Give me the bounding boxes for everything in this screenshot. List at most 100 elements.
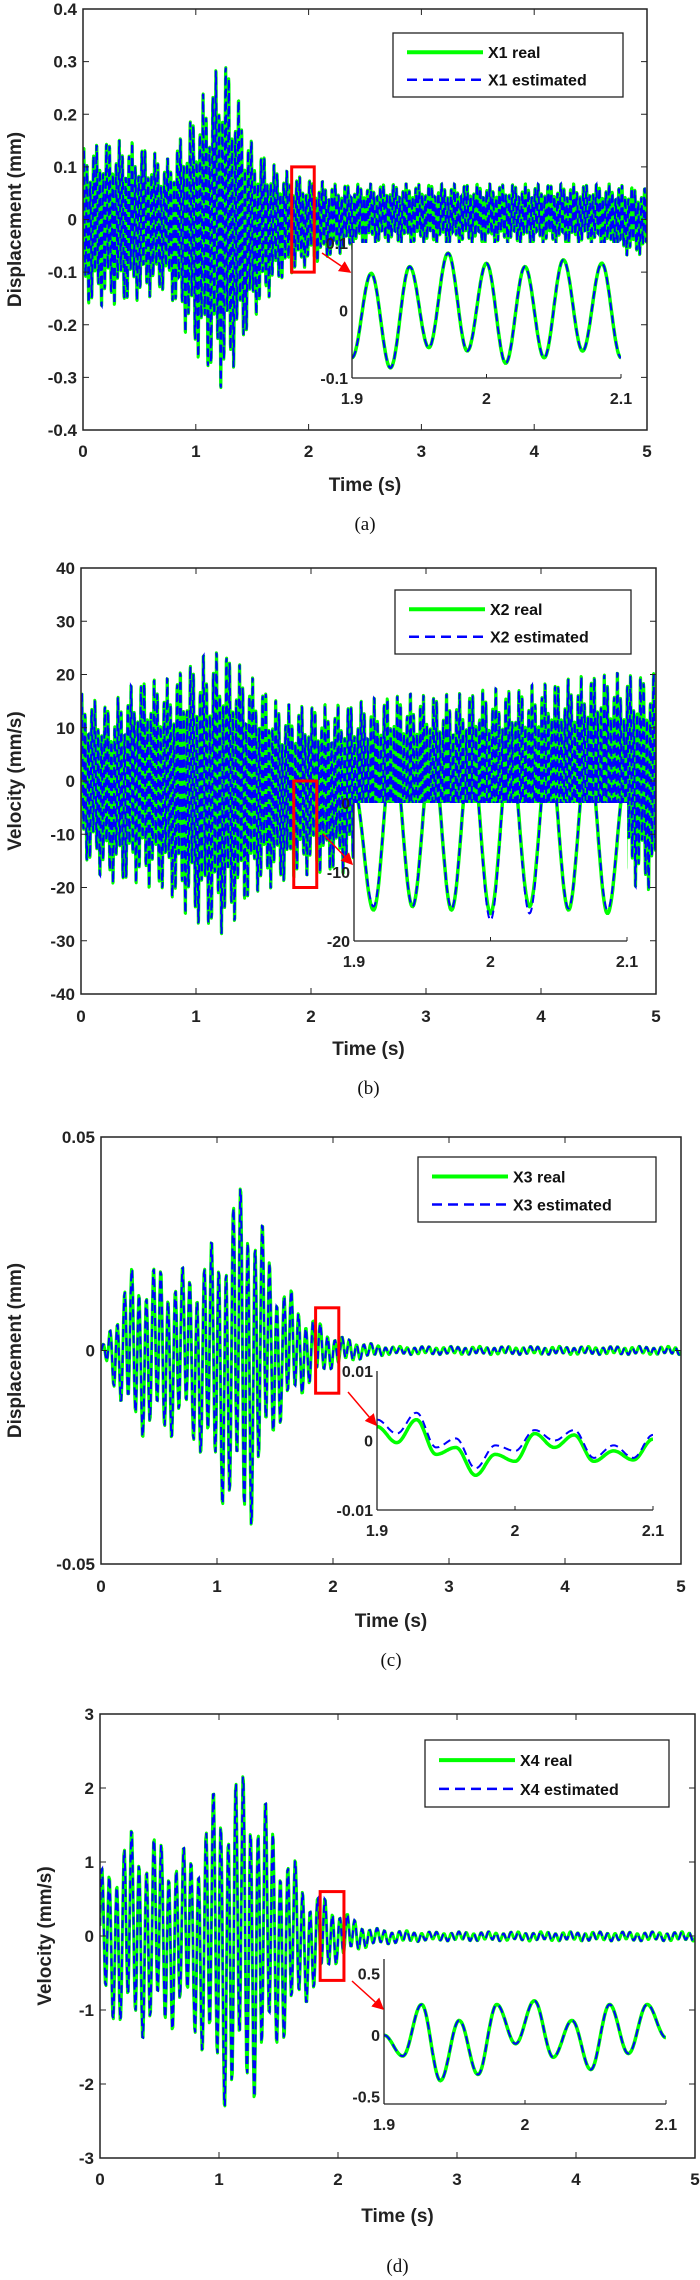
inset-x-tick-label: 2	[486, 954, 495, 971]
zoom-region-box	[290, 165, 316, 274]
x-tick-label: 2	[328, 1577, 337, 1596]
x-tick-label: 4	[529, 442, 539, 461]
x-tick-label: 1	[212, 1577, 221, 1596]
inset-series-group	[377, 1411, 653, 1477]
zoom-region-box	[318, 1890, 346, 1982]
x-tick-label: 5	[676, 1577, 685, 1596]
legend-label: X1 estimated	[488, 73, 587, 90]
legend-box	[424, 1739, 670, 1808]
x-axis-label: Time (s)	[332, 1039, 405, 1060]
legend-label: X1 real	[488, 45, 540, 62]
legend-label: X4 estimated	[520, 1782, 619, 1799]
inset-y-tick-label: 0.01	[342, 1364, 373, 1381]
x-tick-label: 2	[306, 1007, 315, 1026]
x-tick-label: 4	[536, 1007, 546, 1026]
y-tick-label: -20	[50, 879, 75, 898]
x-tick-label: 5	[642, 442, 651, 461]
y-tick-label: 30	[56, 612, 75, 631]
y-tick-label: 0	[86, 1342, 95, 1361]
inset-y-tick-label: -10	[327, 865, 350, 882]
series-group	[101, 1187, 681, 1526]
inset-x-tick-label: 2.1	[642, 1523, 664, 1540]
inset-x-tick-label: 1.9	[341, 391, 363, 408]
series-group	[83, 66, 647, 390]
x-tick-label: 1	[191, 442, 200, 461]
panel-a: 0 1 2 3 4 5 -0.4 -0.3 -0.2 -0.1 0 0.1 0.2 0.3 0.4 Time …	[5, 0, 652, 535]
series-group	[100, 1775, 695, 2108]
inset-plot: 1.9 2 2.1 -0.01 0 0.01	[337, 1364, 665, 1540]
inset-y-tick-label: 0	[341, 796, 350, 813]
panel-caption: (a)	[354, 514, 375, 535]
x-tick-label: 3	[421, 1007, 430, 1026]
zoom-arrow	[347, 1391, 377, 1427]
panel-caption: (b)	[357, 1078, 379, 1099]
y-tick-label: 0.05	[62, 1128, 95, 1147]
zoom-arrow	[351, 1980, 385, 2011]
y-tick-label: 0	[66, 772, 75, 791]
y-tick-label: 0.1	[53, 158, 77, 177]
zoom-arrow	[321, 252, 352, 273]
panel-caption: (c)	[380, 1650, 401, 1671]
inset-x-tick-label: 2	[511, 1523, 520, 1540]
y-tick-label: 40	[56, 559, 75, 578]
inset-x-tick-label: 1.9	[373, 2117, 395, 2134]
y-axis-label: Displacement (mm)	[5, 132, 26, 307]
legend: X1 real X1 estimated	[392, 32, 624, 98]
panel-d: 0 1 2 3 4 5 -3 -2 -1 0 1 2 3 Time (s) Velocity (mm/s) (…	[35, 1705, 700, 2277]
x-tick-label: 3	[417, 442, 426, 461]
inset-y-tick-label: 0.5	[358, 1967, 380, 1984]
inset-y-tick-label: -0.1	[320, 371, 348, 388]
y-tick-label: 2	[85, 1779, 94, 1798]
x-tick-label: 2	[333, 2170, 342, 2189]
inset-estimated-line	[352, 252, 621, 369]
y-tick-label: 0.3	[53, 53, 77, 72]
x-tick-label: 1	[214, 2170, 223, 2189]
y-tick-label: -1	[79, 2001, 94, 2020]
x-axis-label: Time (s)	[329, 475, 402, 496]
inset-series-group	[356, 803, 623, 922]
x-tick-label: 0	[76, 1007, 85, 1026]
inset-background	[354, 803, 627, 941]
x-tick-label: 0	[96, 1577, 105, 1596]
x-tick-label: 0	[95, 2170, 104, 2189]
legend-box	[417, 1156, 657, 1223]
y-axis-label: Displacement (mm)	[5, 1263, 26, 1438]
inset-x-tick-label: 2.1	[655, 2117, 677, 2134]
inset-y-tick-label: -0.01	[337, 1503, 374, 1520]
inset-y-tick-label: -0.5	[352, 2090, 380, 2107]
legend: X3 real X3 estimated	[417, 1156, 657, 1223]
x-axis-label: Time (s)	[355, 1611, 428, 1632]
inset-real-line	[356, 803, 623, 916]
inset-series-group	[352, 251, 621, 370]
y-tick-label: -0.05	[56, 1555, 95, 1574]
inset-y-tick-label: 0	[339, 304, 348, 321]
x-tick-label: 2	[304, 442, 313, 461]
y-tick-label: -0.3	[48, 368, 77, 387]
legend-label: X4 real	[520, 1753, 572, 1770]
x-tick-label: 3	[444, 1577, 453, 1596]
x-tick-label: 5	[690, 2170, 699, 2189]
inset-x-tick-label: 2	[521, 2117, 530, 2134]
y-tick-label: -10	[50, 825, 75, 844]
zoom-region-box	[292, 779, 319, 889]
y-tick-label: 3	[85, 1705, 94, 1724]
y-tick-label: -0.2	[48, 316, 77, 335]
x-tick-label: 5	[651, 1007, 660, 1026]
legend-label: X3 real	[513, 1170, 565, 1187]
x-axis-label: Time (s)	[361, 2206, 434, 2227]
y-tick-label: 20	[56, 666, 75, 685]
legend-box	[392, 32, 624, 98]
x-tick-label: 4	[560, 1577, 570, 1596]
y-tick-label: 0	[68, 211, 77, 230]
y-tick-label: 0.2	[53, 105, 77, 124]
y-axis-label: Velocity (mm/s)	[35, 1866, 56, 2005]
legend: X4 real X4 estimated	[424, 1739, 670, 1808]
inset-y-tick-label: -20	[327, 934, 350, 951]
inset-plot: 1.9 2 2.1 -0.5 0 0.5	[352, 1959, 677, 2134]
legend-box	[394, 589, 632, 655]
x-tick-label: 3	[452, 2170, 461, 2189]
inset-series-group	[384, 1999, 666, 2083]
inset-y-tick-label: 0	[371, 2028, 380, 2045]
